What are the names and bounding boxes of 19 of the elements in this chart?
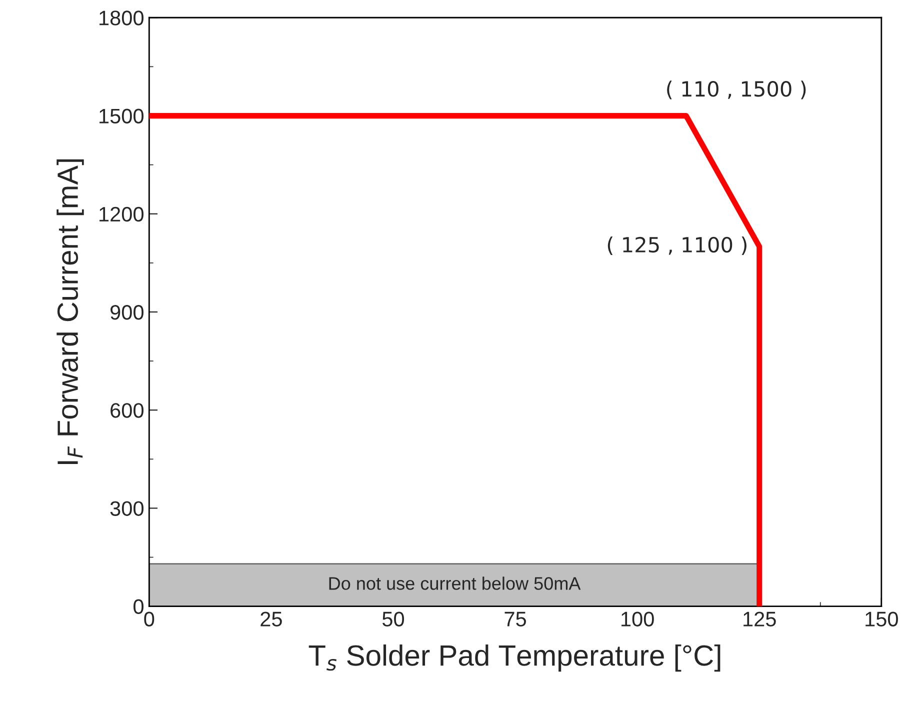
y-tick-label: 1500 [100, 108, 144, 124]
y-tick-label: 1200 [100, 206, 144, 222]
y-axis-title: I$_{F}$ Forward Current [mA] [56, 159, 84, 464]
x-tick-label: 125 [744, 612, 776, 626]
x-tick-label: 0 [144, 612, 154, 626]
x-axis-title: T$_{s}$ Solder Pad Temperature [°C] [308, 644, 720, 672]
y-tick-label: 0 [134, 599, 144, 614]
x-tick-label: 50 [382, 612, 404, 626]
x-tick-label: 25 [260, 612, 282, 626]
x-tick-label: 100 [622, 612, 654, 626]
band-label: Do not use current below 50mA [329, 576, 581, 590]
y-tick-label: 600 [110, 403, 144, 418]
y-tick-label: 1800 [100, 10, 144, 26]
x-tick-label: 150 [866, 612, 898, 626]
x-tick-label: 75 [504, 612, 526, 626]
annotation: ( 125 , 1100 ) [608, 236, 746, 256]
y-tick-label: 900 [110, 304, 144, 320]
annotation: ( 110 , 1500 ) [667, 80, 806, 100]
y-tick-label: 300 [110, 501, 144, 516]
